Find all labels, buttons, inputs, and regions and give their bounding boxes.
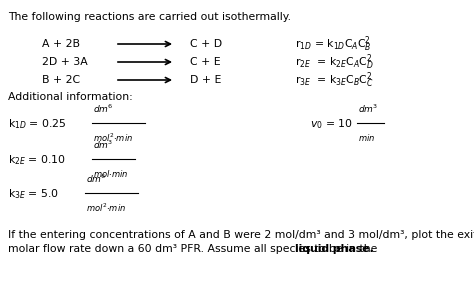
Text: D + E: D + E — [190, 75, 221, 85]
Text: A + 2B: A + 2B — [42, 39, 80, 49]
Text: C + D: C + D — [190, 39, 222, 49]
Text: B + 2C: B + 2C — [42, 75, 80, 85]
Text: $mol{\cdot}min$: $mol{\cdot}min$ — [93, 168, 128, 179]
Text: The following reactions are carried out isothermally.: The following reactions are carried out … — [8, 12, 291, 22]
Text: If the entering concentrations of A and B were 2 mol/dm³ and 3 mol/dm³, plot the: If the entering concentrations of A and … — [8, 230, 474, 240]
Text: $mol^2{\cdot}min$: $mol^2{\cdot}min$ — [93, 132, 133, 144]
Text: $dm^6$: $dm^6$ — [93, 103, 114, 115]
Text: molar flow rate down a 60 dm³ PFR. Assume all species to be in the: molar flow rate down a 60 dm³ PFR. Assum… — [8, 244, 381, 254]
Text: $v_0$ = 10: $v_0$ = 10 — [310, 117, 353, 131]
Text: k$_{2E}$ = 0.10: k$_{2E}$ = 0.10 — [8, 153, 66, 167]
Text: $mol^2{\cdot}min$: $mol^2{\cdot}min$ — [86, 202, 126, 214]
Text: r$_{1D}$ = k$_{1D}$C$_A$C$_B^2$: r$_{1D}$ = k$_{1D}$C$_A$C$_B^2$ — [295, 34, 372, 54]
Text: Additional information:: Additional information: — [8, 92, 133, 102]
Text: k$_{3E}$ = 5.0: k$_{3E}$ = 5.0 — [8, 187, 59, 201]
Text: r$_{2E}$  = k$_{2E}$C$_A$C$_D^2$: r$_{2E}$ = k$_{2E}$C$_A$C$_D^2$ — [295, 52, 374, 72]
Text: $dm^3$: $dm^3$ — [358, 103, 378, 115]
Text: k$_{1D}$ = 0.25: k$_{1D}$ = 0.25 — [8, 117, 66, 131]
Text: $dm^6$: $dm^6$ — [86, 173, 107, 185]
Text: $dm^3$: $dm^3$ — [93, 139, 113, 151]
Text: $min$: $min$ — [358, 132, 375, 143]
Text: 2D + 3A: 2D + 3A — [42, 57, 88, 67]
Text: r$_{3E}$  = k$_{3E}$C$_B$C$_C^2$: r$_{3E}$ = k$_{3E}$C$_B$C$_C^2$ — [295, 70, 374, 90]
Text: liquid phase.: liquid phase. — [295, 244, 374, 254]
Text: C + E: C + E — [190, 57, 220, 67]
